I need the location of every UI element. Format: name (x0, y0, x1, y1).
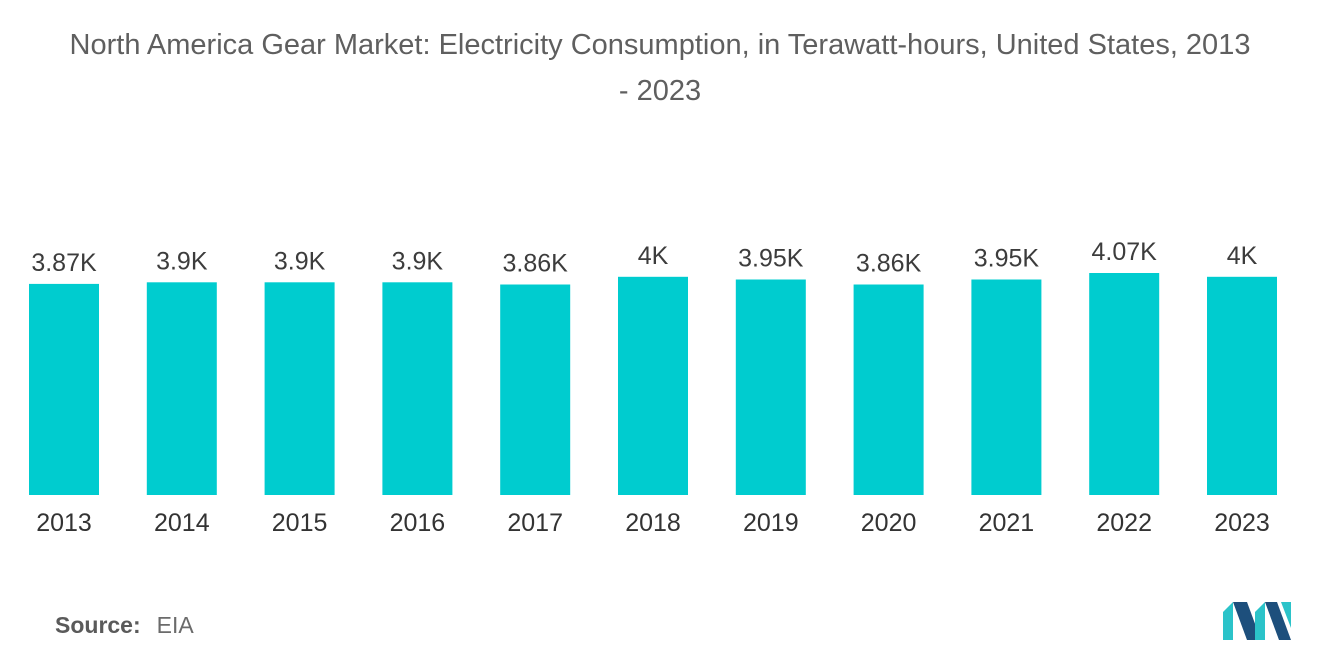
bar-2020 (853, 284, 924, 495)
source-label: Source: (55, 612, 141, 638)
data-label-2023: 4K (1227, 242, 1258, 270)
bar-2017 (500, 284, 571, 495)
x-tick-label-2015: 2015 (272, 509, 328, 537)
bar-2022 (1089, 273, 1160, 495)
mordor-intelligence-logo (1223, 602, 1291, 640)
x-tick-label-2020: 2020 (861, 509, 917, 537)
data-label-2015: 3.9K (274, 247, 326, 275)
bar-chart: 3.87K 2013 3.9K 2014 3.9K 2015 3.9K 2016 3.86K 20… (29, 238, 1277, 537)
source-value: EIA (156, 612, 194, 638)
logo-shape-5 (1281, 602, 1291, 628)
logo-shape-4 (1265, 602, 1291, 640)
x-tick-label-2013: 2013 (36, 509, 92, 537)
data-label-2018: 4K (638, 242, 669, 270)
bar-2014 (146, 282, 217, 495)
bar-2015 (264, 282, 335, 495)
bar-2019 (735, 279, 806, 495)
chart-title-line-2: - 2023 (618, 75, 702, 107)
source-note: Source: EIA (55, 612, 194, 639)
bar-2023 (1207, 276, 1277, 495)
data-label-2017: 3.86K (503, 250, 569, 278)
x-tick-label-2016: 2016 (390, 509, 446, 537)
bar-2016 (382, 282, 453, 495)
x-tick-label-2022: 2022 (1096, 509, 1152, 537)
data-label-2019: 3.95K (738, 245, 804, 273)
data-label-2021: 3.95K (974, 245, 1040, 273)
bar-2013 (29, 283, 99, 495)
bar-2018 (618, 276, 688, 495)
x-tick-label-2018: 2018 (625, 509, 681, 537)
data-label-2020: 3.86K (856, 250, 922, 278)
x-tick-label-2014: 2014 (154, 509, 210, 537)
x-tick-label-2023: 2023 (1214, 509, 1270, 537)
data-label-2016: 3.9K (392, 247, 444, 275)
chart-title: North America Gear Market: Electricity C… (0, 22, 1320, 114)
x-tick-label-2021: 2021 (979, 509, 1035, 537)
x-tick-label-2019: 2019 (743, 509, 799, 537)
logo-shape-2 (1233, 602, 1261, 640)
chart-title-line-1: North America Gear Market: Electricity C… (69, 29, 1251, 61)
logo-shape-3 (1255, 602, 1265, 640)
logo-shape-1 (1223, 602, 1233, 640)
data-label-2013: 3.87K (31, 249, 97, 277)
data-label-2014: 3.9K (156, 247, 208, 275)
data-label-2022: 4.07K (1092, 238, 1158, 266)
bar-2021 (971, 279, 1042, 495)
x-tick-label-2017: 2017 (507, 509, 563, 537)
